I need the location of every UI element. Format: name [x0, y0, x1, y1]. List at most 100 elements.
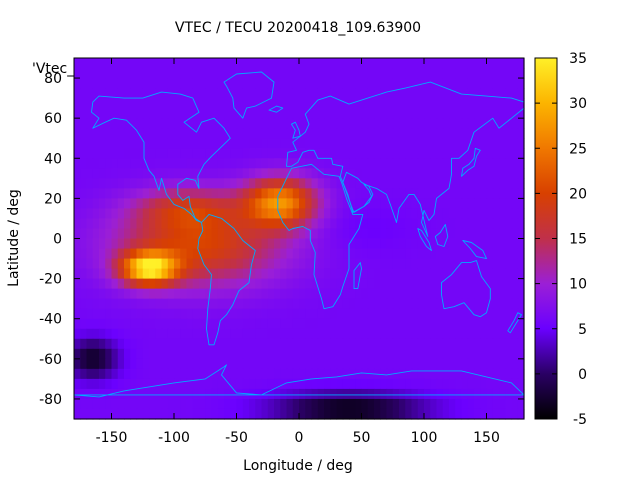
heatmap-cell — [461, 378, 469, 390]
heatmap-cell — [86, 148, 94, 159]
heatmap-cell — [392, 358, 400, 370]
heatmap-cell — [117, 398, 125, 410]
heatmap-cell — [267, 228, 275, 240]
heatmap-cell — [180, 138, 188, 149]
heatmap-cell — [361, 268, 369, 280]
heatmap-cell — [130, 308, 138, 320]
heatmap-cell — [355, 288, 363, 300]
heatmap-cell — [255, 188, 263, 199]
heatmap-cell — [499, 188, 506, 199]
heatmap-cell — [299, 278, 306, 290]
heatmap-cell — [349, 198, 356, 210]
heatmap-cell — [442, 138, 450, 149]
heatmap-cell — [342, 78, 350, 89]
heatmap-cell — [217, 298, 225, 310]
heatmap-cell — [467, 138, 475, 149]
heatmap-cell — [149, 58, 156, 69]
heatmap-cell — [474, 138, 481, 149]
heatmap-cell — [486, 358, 494, 370]
heatmap-cell — [399, 168, 406, 179]
heatmap-cell — [292, 338, 300, 350]
heatmap-cell — [505, 278, 513, 290]
heatmap-cell — [149, 128, 156, 139]
heatmap-cell — [374, 318, 381, 330]
heatmap-cell — [442, 288, 450, 300]
heatmap-cell — [486, 218, 494, 230]
heatmap-cell — [142, 98, 150, 109]
heatmap-cell — [80, 78, 88, 89]
heatmap-cell — [142, 358, 150, 370]
heatmap-cell — [286, 338, 294, 350]
heatmap-cell — [299, 68, 306, 79]
heatmap-cell — [336, 388, 344, 400]
heatmap-cell — [405, 358, 413, 370]
heatmap-cell — [236, 368, 244, 380]
heatmap-cell — [461, 128, 469, 139]
heatmap-cell — [111, 118, 119, 129]
heatmap-cell — [130, 158, 138, 169]
colorbar-tick-label: -5 — [573, 412, 587, 428]
heatmap-cell — [311, 118, 319, 129]
heatmap-cell — [130, 318, 138, 330]
heatmap-cell — [467, 318, 475, 330]
heatmap-cell — [280, 248, 288, 260]
heatmap-cell — [174, 198, 181, 210]
heatmap-cell — [111, 298, 119, 310]
heatmap-cell — [442, 188, 450, 199]
heatmap-cell — [311, 218, 319, 230]
heatmap-cell — [80, 338, 88, 350]
heatmap-cell — [111, 88, 119, 99]
heatmap-cell — [161, 88, 169, 99]
heatmap-cell — [386, 118, 394, 129]
heatmap-cell — [211, 388, 219, 400]
heatmap-cell — [80, 208, 88, 220]
heatmap-cell — [417, 98, 425, 109]
heatmap-cell — [224, 268, 231, 280]
heatmap-cell — [424, 58, 431, 69]
heatmap-cell — [505, 148, 513, 159]
heatmap-cell — [117, 268, 125, 280]
heatmap-cell — [267, 98, 275, 109]
heatmap-cell — [286, 58, 294, 69]
heatmap-cell — [299, 348, 306, 360]
heatmap-cell — [236, 218, 244, 230]
heatmap-cell — [211, 228, 219, 240]
heatmap-cell — [174, 238, 181, 250]
heatmap-cell — [74, 68, 81, 79]
heatmap-cell — [155, 148, 163, 159]
heatmap-cell — [474, 218, 481, 230]
heatmap-cell — [311, 188, 319, 199]
heatmap-cell — [474, 98, 481, 109]
heatmap-cell — [205, 358, 213, 370]
heatmap-cell — [355, 308, 363, 320]
heatmap-cell — [224, 78, 231, 89]
heatmap-cell — [380, 398, 388, 410]
heatmap-cell — [405, 338, 413, 350]
heatmap-cell — [467, 408, 475, 420]
heatmap-cell — [136, 198, 144, 210]
heatmap-cell — [486, 258, 494, 270]
heatmap-cell — [74, 118, 81, 129]
heatmap-cell — [480, 208, 488, 220]
heatmap-cell — [436, 218, 444, 230]
heatmap-cell — [167, 328, 175, 340]
heatmap-cell — [155, 138, 163, 149]
heatmap-cell — [499, 278, 506, 290]
heatmap-cell — [436, 378, 444, 390]
heatmap-cell — [261, 58, 269, 69]
heatmap-cell — [480, 68, 488, 79]
heatmap-cell — [367, 308, 375, 320]
heatmap-cell — [224, 288, 231, 300]
heatmap-cell — [461, 398, 469, 410]
heatmap-cell — [142, 398, 150, 410]
heatmap-cell — [499, 138, 506, 149]
heatmap-cell — [355, 388, 363, 400]
heatmap-cell — [305, 298, 313, 310]
heatmap-cell — [492, 408, 500, 420]
heatmap-cell — [211, 108, 219, 119]
heatmap-cell — [486, 178, 494, 189]
heatmap-cell — [311, 268, 319, 280]
heatmap-cell — [74, 148, 81, 159]
heatmap-cell — [286, 178, 294, 189]
heatmap-cell — [392, 318, 400, 330]
